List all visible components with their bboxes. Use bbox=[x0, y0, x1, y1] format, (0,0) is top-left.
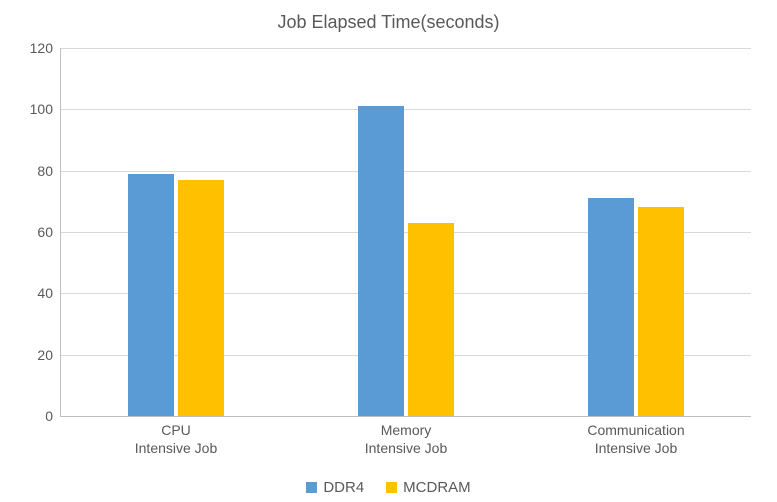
bar bbox=[358, 106, 404, 416]
legend-item: MCDRAM bbox=[386, 479, 471, 496]
ytick-label: 0 bbox=[45, 408, 53, 424]
bar bbox=[178, 180, 224, 416]
ytick-label: 20 bbox=[37, 347, 53, 363]
xtick-label: Communication Intensive Job bbox=[587, 422, 684, 457]
plot-area: 020406080100120CPU Intensive JobMemory I… bbox=[60, 48, 751, 417]
legend-label: MCDRAM bbox=[403, 479, 471, 496]
ytick-label: 40 bbox=[37, 285, 53, 301]
legend-item: DDR4 bbox=[306, 479, 364, 496]
bar bbox=[638, 207, 684, 416]
bar bbox=[128, 174, 174, 416]
gridline bbox=[61, 171, 751, 172]
ytick-label: 100 bbox=[30, 101, 53, 117]
ytick-label: 60 bbox=[37, 224, 53, 240]
chart-container: Job Elapsed Time(seconds) 02040608010012… bbox=[0, 0, 777, 502]
chart-title: Job Elapsed Time(seconds) bbox=[0, 12, 777, 33]
xtick-label: Memory Intensive Job bbox=[365, 422, 448, 457]
bar bbox=[408, 223, 454, 416]
gridline bbox=[61, 48, 751, 49]
gridline bbox=[61, 109, 751, 110]
legend: DDR4 MCDRAM bbox=[0, 479, 777, 496]
legend-label: DDR4 bbox=[323, 479, 364, 496]
xtick-label: CPU Intensive Job bbox=[135, 422, 218, 457]
legend-swatch bbox=[306, 482, 317, 493]
ytick-label: 120 bbox=[30, 40, 53, 56]
legend-swatch bbox=[386, 482, 397, 493]
ytick-label: 80 bbox=[37, 163, 53, 179]
bar bbox=[588, 198, 634, 416]
